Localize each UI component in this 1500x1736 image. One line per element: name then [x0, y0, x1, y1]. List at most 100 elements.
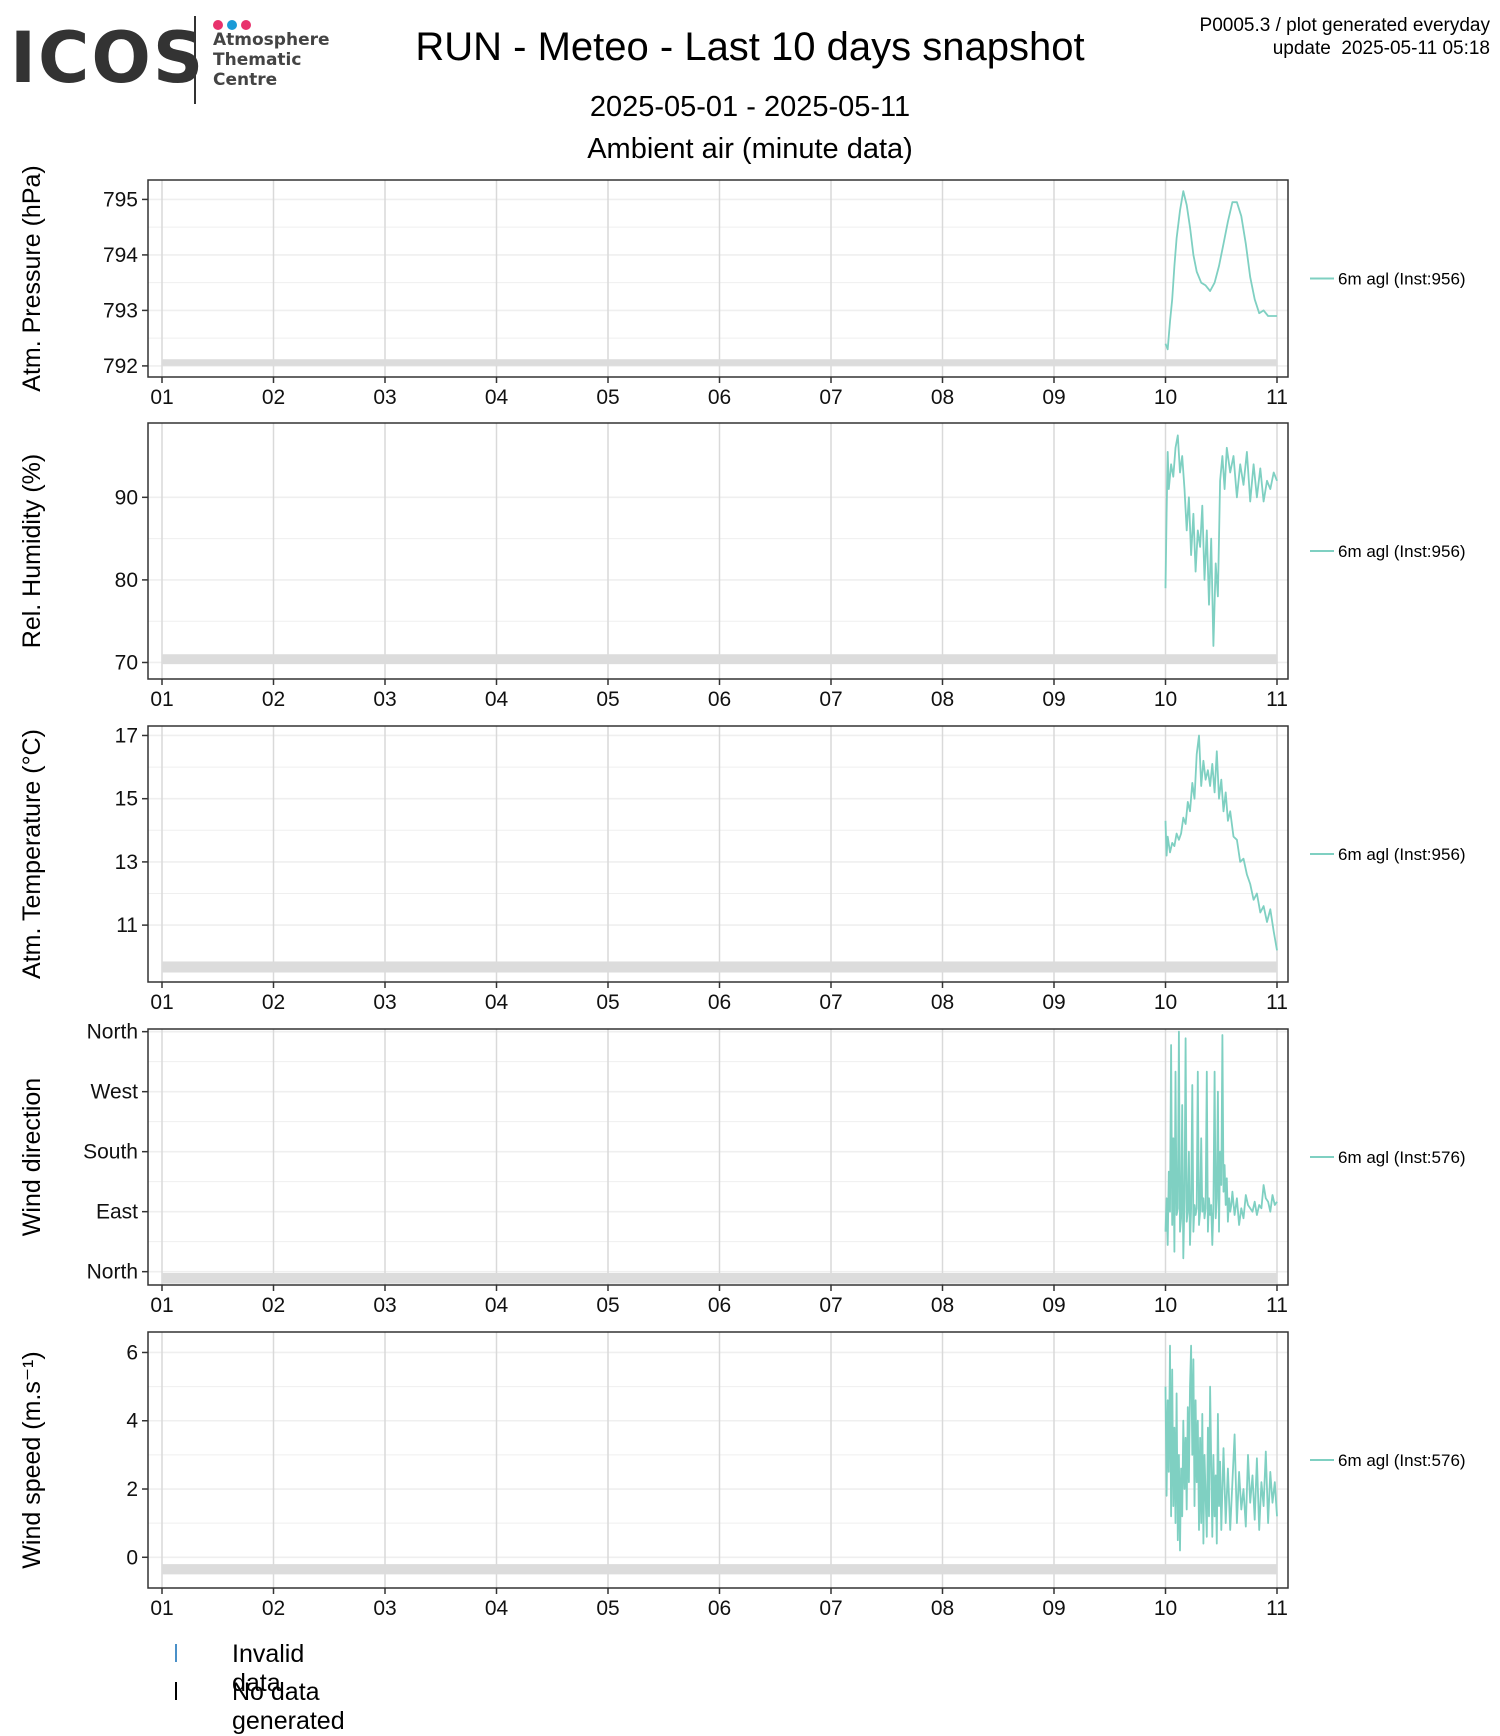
x-tick-label: 09 [1042, 688, 1065, 711]
x-tick-label: 10 [1154, 1597, 1177, 1620]
meta-line-2: update 2025-05-11 05:18 [1272, 38, 1490, 59]
x-tick-label: 10 [1154, 688, 1177, 711]
logo-divider [194, 16, 196, 104]
series-line [1164, 1030, 1278, 1260]
legend-label: 6m agl (Inst:956) [1338, 542, 1466, 561]
x-tick-label: 02 [262, 688, 285, 711]
legend-nodata-label: No data generated [232, 1678, 345, 1735]
logo-dot-pink2-icon [241, 20, 251, 30]
y-tick-label: East [96, 1201, 138, 1224]
series-line [1164, 190, 1277, 351]
x-tick-label: 11 [1266, 386, 1288, 409]
x-tick-label: 06 [708, 1597, 731, 1620]
x-tick-label: 08 [931, 991, 954, 1014]
x-tick-label: 04 [485, 1597, 509, 1620]
y-tick-label: 795 [103, 188, 138, 211]
no-data-band [162, 1273, 1277, 1284]
logo-wordmark: ICOS [10, 17, 206, 99]
x-tick-label: 01 [150, 688, 173, 711]
x-tick-label: 08 [931, 1597, 954, 1620]
logo-dot-pink-icon [213, 20, 223, 30]
x-tick-label: 05 [596, 991, 619, 1014]
x-tick-label: 07 [819, 386, 842, 409]
plot-frame [147, 1331, 1289, 1589]
y-axis-label: Wind speed (m.s⁻¹) [18, 1351, 46, 1568]
y-tick-label: 792 [103, 355, 138, 378]
logo-line-2: Thematic [213, 50, 302, 70]
y-tick-label: 793 [103, 299, 138, 322]
series-line [1164, 734, 1278, 951]
x-tick-label: 04 [485, 386, 509, 409]
x-tick-label: 02 [262, 386, 285, 409]
x-tick-label: 05 [596, 688, 619, 711]
x-tick-label: 10 [1154, 386, 1177, 409]
x-tick-label: 02 [262, 991, 285, 1014]
no-data-band [162, 961, 1277, 973]
y-tick-label: South [83, 1141, 138, 1164]
no-data-marker [175, 1682, 177, 1700]
legend-label: 6m agl (Inst:956) [1338, 270, 1466, 289]
logo-dots [213, 17, 255, 31]
chart-panel-2: 6m agl (Inst:956) 70 80 90 01 02 03 04 05 06 07 08 0… [18, 422, 1466, 711]
x-tick-label: 07 [819, 1597, 842, 1620]
y-tick-label: 0 [126, 1546, 138, 1569]
x-tick-label: 02 [262, 1597, 285, 1620]
plot-frame [147, 1028, 1289, 1286]
y-tick-label: 13 [115, 851, 138, 874]
icos-logo: ICOS Atmosphere Thematic Centre [10, 12, 330, 107]
x-tick-label: 01 [150, 1597, 173, 1620]
legend-label: 6m agl (Inst:576) [1338, 1148, 1466, 1167]
date-range: 2025-05-01 - 2025-05-11 [589, 91, 911, 123]
x-tick-label: 02 [262, 1294, 285, 1317]
x-tick-label: 10 [1154, 1294, 1177, 1317]
chart-panel-1: 6m agl (Inst:956) 792 793 794 795 01 02 03 04 05 0… [18, 165, 1466, 409]
y-tick-label: 15 [115, 788, 138, 811]
y-tick-label: 17 [115, 724, 138, 747]
x-tick-label: 09 [1042, 1294, 1065, 1317]
y-tick-label: 4 [126, 1410, 138, 1433]
x-tick-label: 05 [596, 1294, 619, 1317]
x-tick-label: 03 [373, 1597, 396, 1620]
x-tick-label: 09 [1042, 1597, 1065, 1620]
y-tick-label: 2 [126, 1478, 138, 1501]
y-tick-label: North [87, 1021, 138, 1044]
x-tick-label: 09 [1042, 991, 1065, 1014]
series-line [1164, 1344, 1278, 1552]
x-tick-label: 05 [596, 386, 619, 409]
legend-label: 6m agl (Inst:576) [1338, 1451, 1466, 1470]
no-data-band [162, 654, 1277, 665]
chart-panel-4: 6m agl (Inst:576) North East South West North… [18, 1021, 1466, 1317]
x-tick-label: 06 [708, 688, 731, 711]
x-tick-label: 04 [485, 688, 509, 711]
x-tick-label: 01 [150, 991, 173, 1014]
y-tick-label: West [91, 1081, 139, 1104]
y-tick-label: 6 [126, 1341, 138, 1364]
x-tick-label: 06 [708, 386, 731, 409]
x-tick-label: 05 [596, 1597, 619, 1620]
logo-line-3: Centre [213, 70, 278, 90]
x-tick-label: 01 [150, 386, 173, 409]
no-data-band [162, 1564, 1277, 1575]
x-tick-label: 08 [931, 386, 954, 409]
legend-invalid-label: Invalid data [232, 1640, 305, 1697]
y-tick-label: 80 [115, 569, 138, 592]
y-tick-label: 90 [115, 486, 138, 509]
page-title: RUN - Meteo - Last 10 days snapshot [415, 25, 1085, 69]
legend-label: 6m agl (Inst:956) [1338, 845, 1466, 864]
plot-frame [147, 725, 1289, 983]
y-tick-label: 11 [116, 914, 138, 937]
x-tick-label: 04 [485, 1294, 509, 1317]
x-tick-label: 06 [708, 991, 731, 1014]
x-tick-label: 11 [1266, 1597, 1288, 1620]
x-tick-label: 03 [373, 688, 396, 711]
y-axis-label: Atm. Temperature (°C) [18, 729, 46, 979]
x-tick-label: 04 [485, 991, 509, 1014]
x-tick-label: 08 [931, 688, 954, 711]
x-tick-label: 08 [931, 1294, 954, 1317]
y-axis-label: Rel. Humidity (%) [18, 454, 46, 648]
x-tick-label: 07 [819, 991, 842, 1014]
x-tick-label: 07 [819, 688, 842, 711]
logo-line-1: Atmosphere [213, 30, 330, 50]
